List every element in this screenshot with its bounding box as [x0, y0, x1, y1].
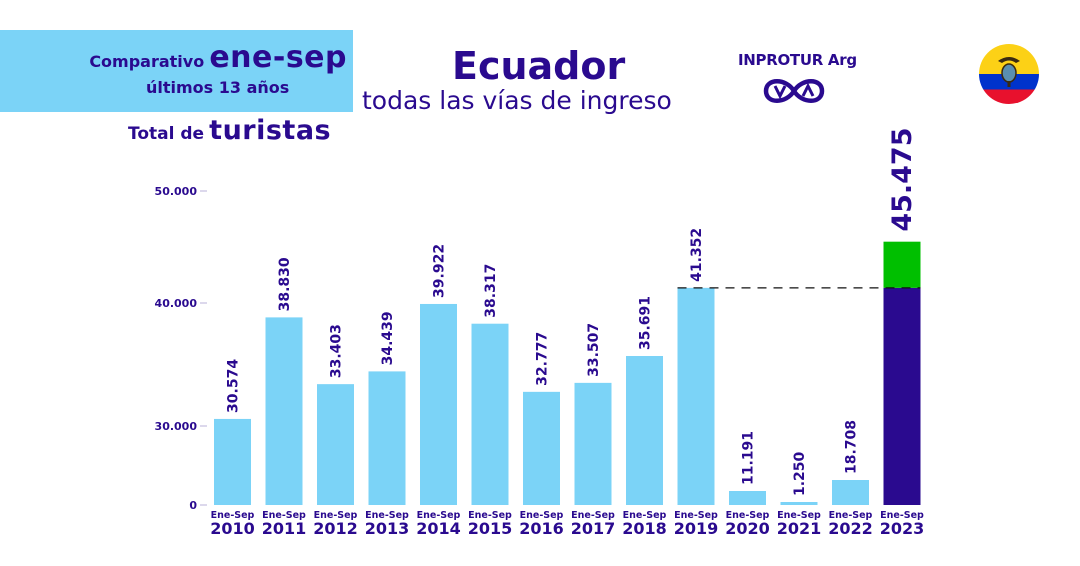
bar-2022: [832, 480, 869, 505]
period-label: ene-sep: [209, 40, 347, 75]
metric-heading: Total de turistas: [128, 115, 331, 146]
value-label-2018: 35.691: [638, 296, 654, 350]
bar-2023-increase: [883, 241, 921, 288]
value-label-2021: 1.250: [792, 451, 808, 496]
value-label-2013: 34.439: [380, 311, 396, 365]
bar-2010: [214, 418, 251, 505]
value-label-2015: 38.317: [483, 264, 499, 318]
x-year-label-2023: 2023: [880, 519, 925, 538]
x-year-label-2017: 2017: [571, 519, 616, 538]
x-prefix-label: Ene-Sep: [674, 510, 718, 521]
x-year-label-2013: 2013: [365, 519, 410, 538]
bar-2014: [420, 303, 457, 505]
chart-subtitle: todas las vías de ingreso: [362, 86, 672, 115]
value-label-2022: 18.708: [844, 420, 860, 474]
bar-2015: [471, 323, 509, 505]
x-prefix-label: Ene-Sep: [623, 510, 667, 521]
brand-name: INPROTUR Arg: [738, 51, 857, 69]
value-label-2017: 33.507: [586, 323, 602, 377]
x-prefix-label: Ene-Sep: [829, 510, 873, 521]
x-year-label-2015: 2015: [468, 519, 513, 538]
bar-2021: [780, 502, 818, 505]
chart-title: Ecuador: [452, 44, 626, 88]
comparativo-label: Comparativo: [89, 52, 205, 71]
x-year-label-2011: 2011: [262, 519, 307, 538]
x-prefix-label: Ene-Sep: [314, 510, 358, 521]
bar-2012: [317, 384, 354, 505]
bar-2017: [574, 382, 612, 505]
x-year-label-2020: 2020: [725, 519, 770, 538]
x-prefix-label: Ene-Sep: [777, 510, 821, 521]
x-prefix-label: Ene-Sep: [880, 510, 924, 521]
x-year-label-2018: 2018: [622, 519, 667, 538]
x-prefix-label: Ene-Sep: [571, 510, 615, 521]
bar-2013: [368, 371, 406, 505]
value-label-2014: 39.922: [432, 244, 448, 298]
y-tick-label: 40.000: [155, 297, 198, 310]
bar-2016: [523, 391, 560, 505]
metric-label: turistas: [209, 115, 332, 146]
x-year-label-2021: 2021: [777, 519, 822, 538]
value-label-2011: 38.830: [277, 257, 293, 311]
value-label-2020: 11.191: [741, 431, 757, 485]
bar-2018: [626, 356, 663, 505]
total-label: Total de: [128, 124, 205, 144]
y-tick-label: 0: [189, 499, 197, 512]
x-prefix-label: Ene-Sep: [726, 510, 770, 521]
x-prefix-label: Ene-Sep: [211, 510, 255, 521]
x-prefix-label: Ene-Sep: [417, 510, 461, 521]
x-prefix-label: Ene-Sep: [468, 510, 512, 521]
value-label-2023: 45.475: [887, 127, 918, 231]
x-year-label-2016: 2016: [519, 519, 564, 538]
bar-2011: [265, 317, 303, 505]
x-year-label-2010: 2010: [210, 519, 255, 538]
x-prefix-label: Ene-Sep: [262, 510, 306, 521]
value-label-2016: 32.777: [535, 332, 551, 386]
y-tick-label: 50.000: [155, 185, 198, 198]
value-label-2019: 41.352: [689, 228, 705, 282]
x-year-label-2019: 2019: [674, 519, 719, 538]
x-prefix-label: Ene-Sep: [520, 510, 564, 521]
bar-2023-base: [883, 287, 921, 505]
value-label-2010: 30.574: [226, 359, 242, 413]
header-box: Comparativo ene-sep últimos 13 años: [0, 30, 353, 112]
x-year-label-2022: 2022: [828, 519, 873, 538]
value-label-2012: 33.403: [329, 324, 345, 378]
x-year-label-2012: 2012: [313, 519, 358, 538]
bar-2020: [729, 491, 766, 505]
bar-2019: [677, 287, 715, 505]
ecuador-flag-icon: [979, 44, 1039, 104]
years-label: últimos 13 años: [146, 78, 290, 97]
inprotur-va-logo-icon: [763, 79, 825, 103]
y-tick-label: 30.000: [155, 420, 198, 433]
x-prefix-label: Ene-Sep: [365, 510, 409, 521]
comparison-heading: Comparativo ene-sep: [89, 40, 347, 75]
x-year-label-2014: 2014: [416, 519, 461, 538]
